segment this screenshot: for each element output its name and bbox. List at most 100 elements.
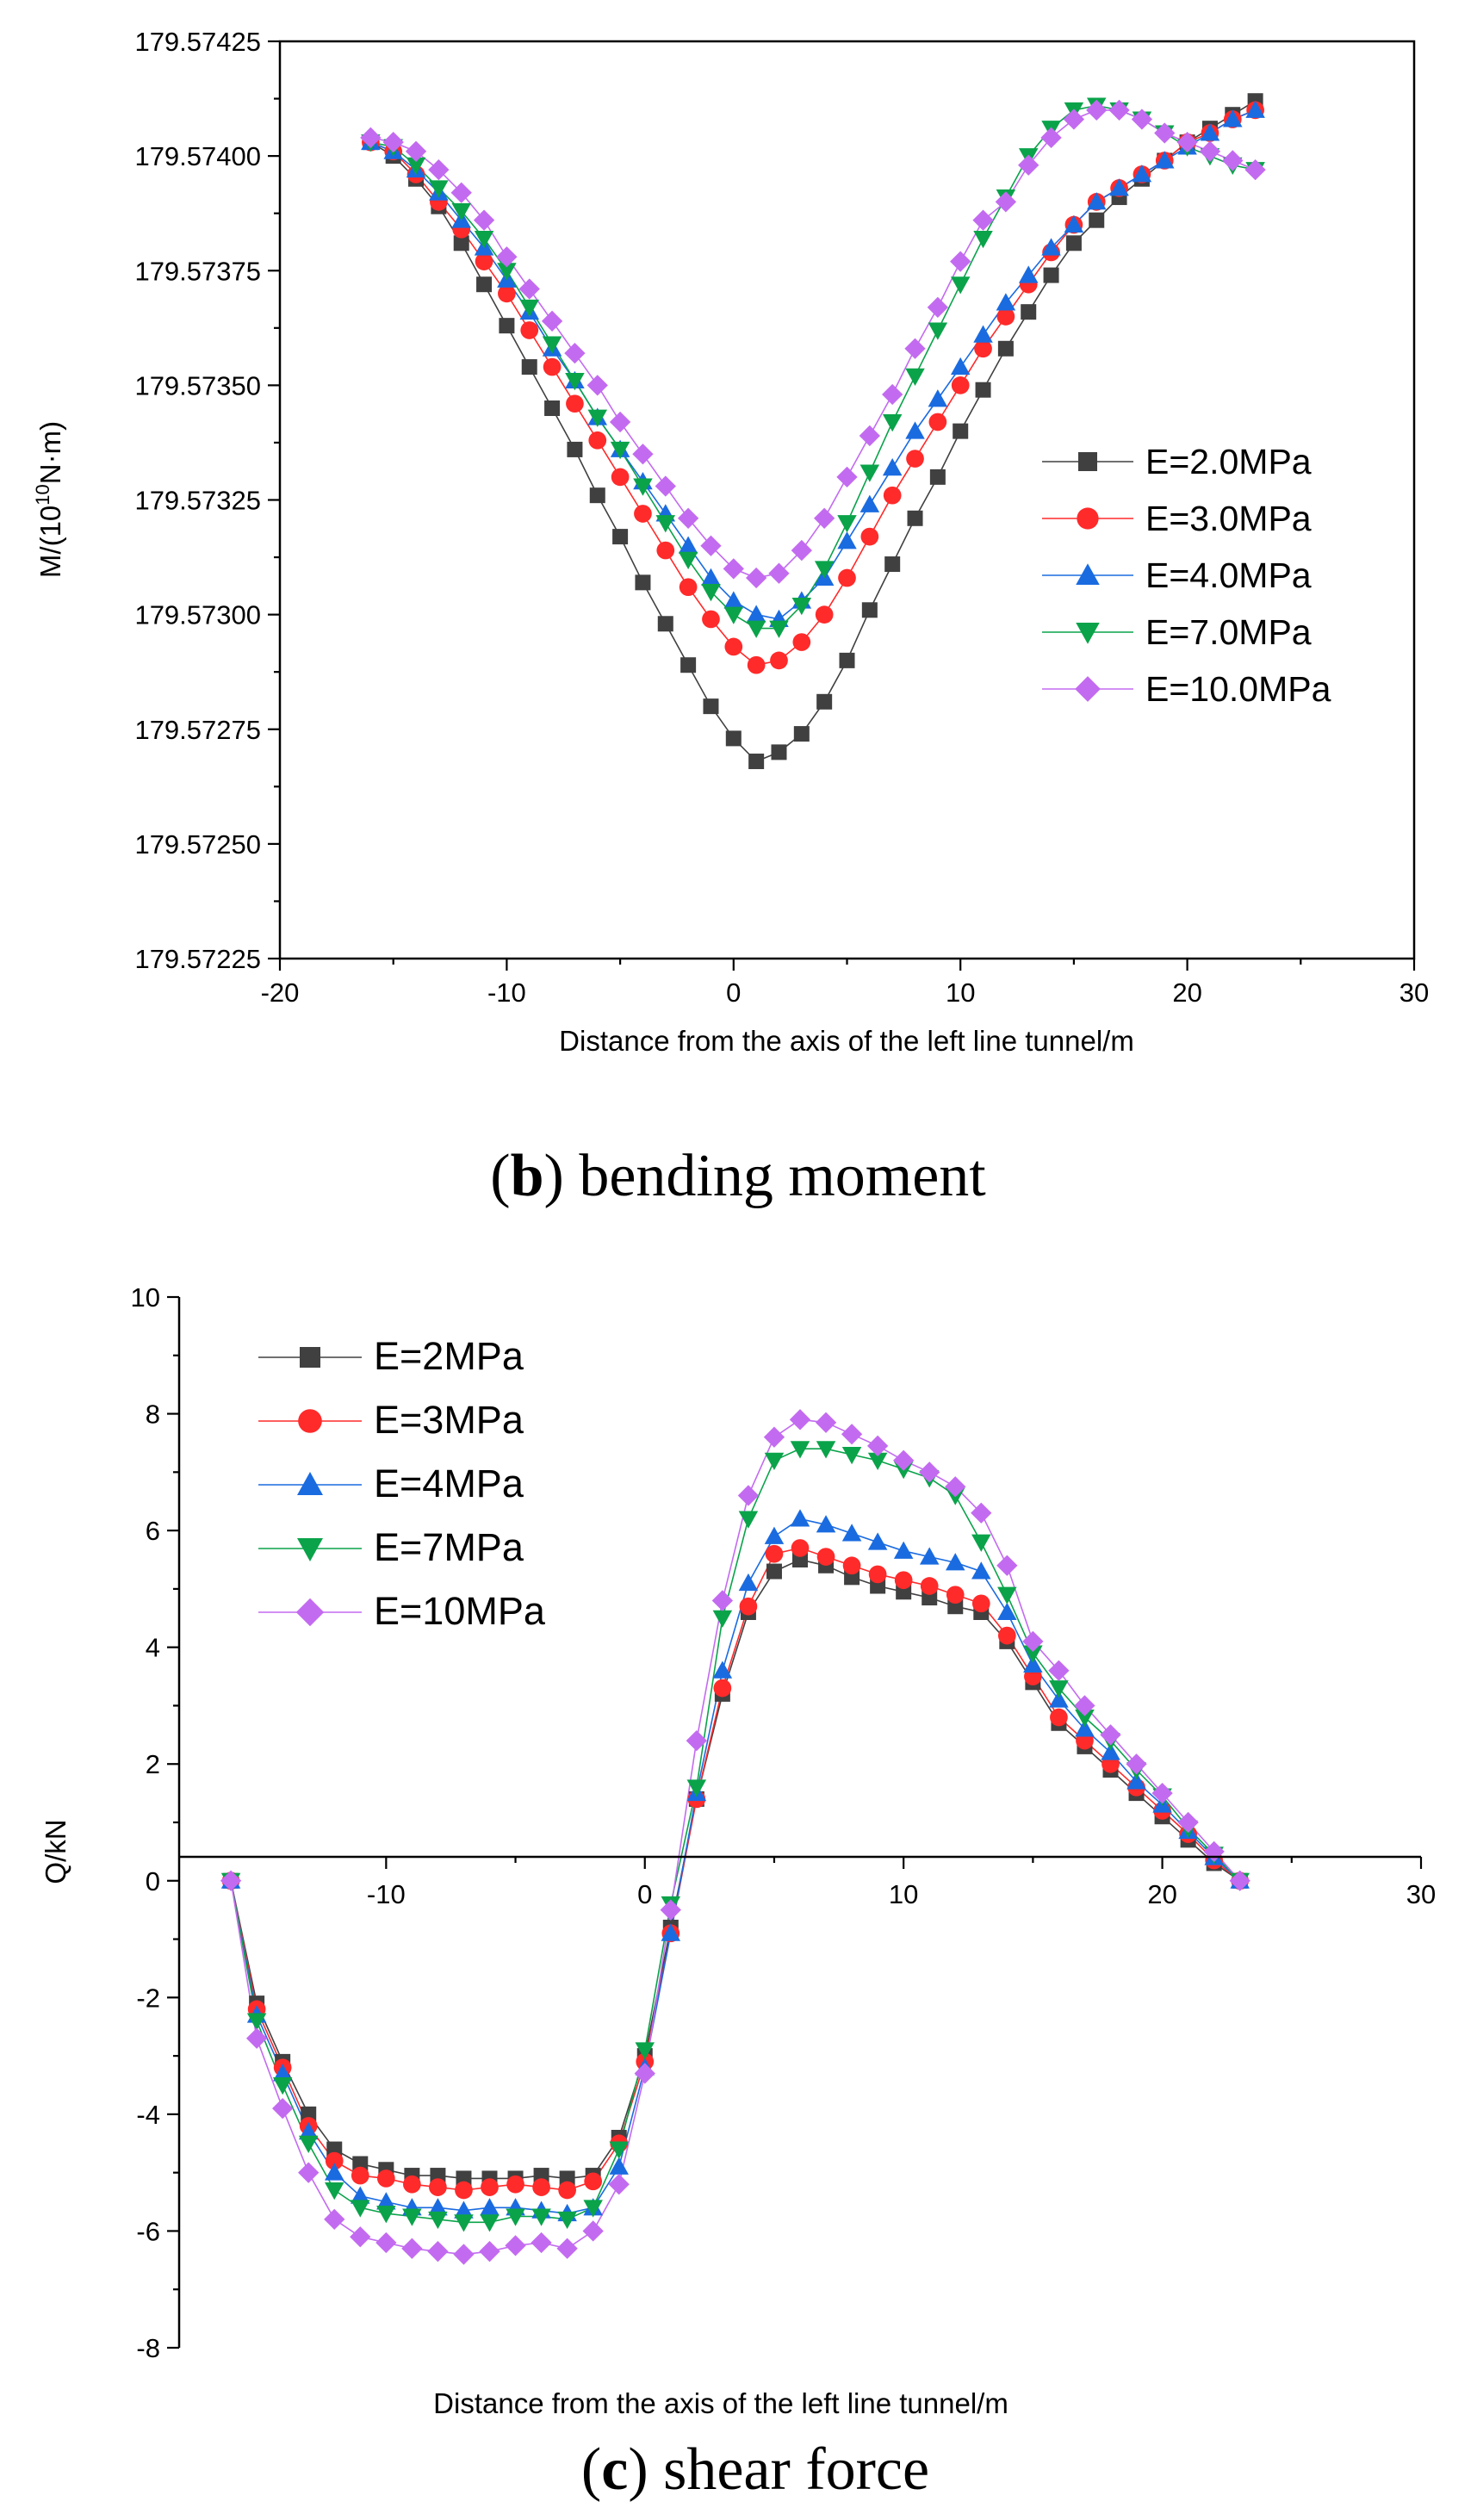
data-point-2-24 — [841, 1524, 862, 1542]
data-point-1-12 — [532, 2178, 550, 2196]
data-point-1-19 — [792, 633, 811, 651]
data-point-4-11 — [505, 2235, 526, 2256]
data-point-2-32 — [1086, 192, 1107, 210]
data-point-3-20 — [738, 1511, 759, 1529]
shear-force-axes: -10 0 10 20 30 -8 -6 -4 -2 0 2 4 6 8 10 — [131, 1282, 1437, 2363]
data-point-2-26 — [893, 1541, 914, 1559]
data-point-3-6 — [497, 263, 517, 281]
bending-moment-chart: -20 -10 0 10 20 30 179.57225 179.57250 179.57275… — [32, 27, 1429, 1209]
legend-marker-3 — [1076, 623, 1100, 644]
data-point-2-28 — [996, 293, 1016, 311]
data-point-0-14 — [680, 657, 697, 673]
data-point-0-26 — [953, 423, 969, 439]
data-point-3-17 — [746, 620, 766, 638]
data-point-4-34 — [1100, 1724, 1121, 1746]
data-point-1-8 — [429, 2178, 447, 2196]
data-point-4-25 — [927, 296, 949, 318]
data-point-4-27 — [919, 1462, 940, 1483]
data-point-1-6 — [498, 284, 516, 303]
bending-moment-legend: E=2.0MPa E=3.0MPa E=4.0MPa E=7.0MPa E=10.0MP… — [1042, 442, 1331, 709]
data-point-4-1 — [382, 132, 404, 153]
data-point-3-23 — [816, 1441, 836, 1459]
x-tick-label: -20 — [261, 978, 300, 1008]
y-label-exponent: 10 — [32, 484, 53, 505]
y-tick-label: -8 — [136, 2333, 160, 2363]
data-point-4-31 — [1022, 1630, 1044, 1653]
data-point-4-7 — [401, 2238, 423, 2259]
series-line-0 — [369, 100, 1257, 762]
x-tick-label: 30 — [1406, 1879, 1436, 1909]
data-point-4-10 — [586, 375, 608, 396]
data-point-3-4 — [451, 203, 471, 221]
data-point-1-23 — [883, 486, 902, 505]
data-point-1-24 — [906, 450, 924, 468]
data-point-4-36 — [1176, 132, 1198, 153]
data-point-2-21 — [837, 531, 857, 549]
data-point-3-18 — [686, 1779, 707, 1797]
data-point-2-35 — [1126, 1772, 1146, 1790]
x-tick-label: -10 — [367, 1879, 406, 1909]
shear-force-x-axis-label: Distance from the axis of the left line … — [433, 2387, 1008, 2419]
legend-label-2: E=4.0MPa — [1145, 556, 1312, 595]
data-point-3-16 — [635, 2042, 655, 2060]
data-point-2-28 — [946, 1553, 965, 1571]
data-point-4-39 — [1244, 158, 1266, 181]
caption-letter: c — [601, 2436, 628, 2503]
data-point-4-26 — [893, 1449, 915, 1471]
data-point-3-18 — [769, 620, 789, 638]
data-point-2-31 — [1023, 1654, 1043, 1673]
data-point-4-25 — [866, 1435, 889, 1456]
data-point-1-30 — [997, 1626, 1016, 1645]
data-point-4-19 — [791, 539, 812, 562]
data-point-2-24 — [905, 421, 925, 439]
y-tick-label: -2 — [136, 1983, 160, 2013]
data-point-4-24 — [904, 338, 926, 359]
series-line-2 — [370, 109, 1256, 620]
data-point-0-21 — [839, 652, 855, 668]
data-point-4-7 — [518, 278, 540, 300]
y-tick-label: -6 — [136, 2216, 160, 2246]
x-tick-label: 10 — [889, 1879, 918, 1909]
data-point-4-8 — [541, 310, 563, 332]
data-point-2-39 — [1245, 100, 1265, 118]
data-point-4-5 — [473, 209, 495, 231]
data-point-0-21 — [766, 1563, 782, 1580]
y-tick-label: 179.57300 — [134, 600, 261, 630]
data-point-3-25 — [867, 1452, 888, 1471]
data-point-4-21 — [763, 1426, 785, 1448]
data-point-1-16 — [724, 637, 743, 656]
data-point-1-5 — [475, 252, 493, 270]
data-point-4-18 — [768, 562, 790, 584]
data-point-0-28 — [997, 340, 1014, 357]
data-point-1-12 — [634, 505, 652, 523]
data-point-1-22 — [860, 527, 879, 546]
bending-moment-x-axis-label: Distance from the axis of the left line … — [559, 1025, 1134, 1057]
data-point-3-29 — [971, 1534, 991, 1552]
data-point-1-13 — [558, 2181, 576, 2200]
data-point-3-11 — [610, 441, 630, 460]
caption-text: bending moment — [579, 1143, 986, 1209]
data-point-0-20 — [816, 693, 833, 710]
legend-label-4: E=10.0MPa — [1145, 669, 1331, 709]
data-point-2-21 — [764, 1526, 785, 1544]
data-point-4-21 — [836, 466, 858, 488]
legend-marker-4 — [295, 1598, 325, 1627]
series-line-4 — [370, 109, 1256, 579]
data-point-4-10 — [479, 2241, 500, 2262]
data-point-3-6 — [376, 2206, 396, 2224]
data-point-2-6 — [376, 2192, 396, 2210]
data-point-4-17 — [745, 567, 767, 589]
legend-marker-3 — [297, 1538, 323, 1561]
legend-label-1: E=3.0MPa — [1145, 499, 1312, 538]
data-point-4-3 — [298, 2162, 320, 2183]
data-point-4-23 — [815, 1412, 837, 1433]
data-point-2-19 — [712, 1660, 733, 1679]
data-point-2-17 — [661, 1923, 681, 1941]
data-point-1-10 — [481, 2178, 499, 2196]
x-tick-label: 10 — [946, 978, 975, 1008]
data-point-2-14 — [678, 536, 698, 554]
y-tick-label: 179.57250 — [134, 829, 261, 860]
data-point-4-2 — [272, 2097, 294, 2120]
data-point-3-30 — [997, 1586, 1017, 1604]
data-point-2-34 — [1132, 164, 1152, 183]
